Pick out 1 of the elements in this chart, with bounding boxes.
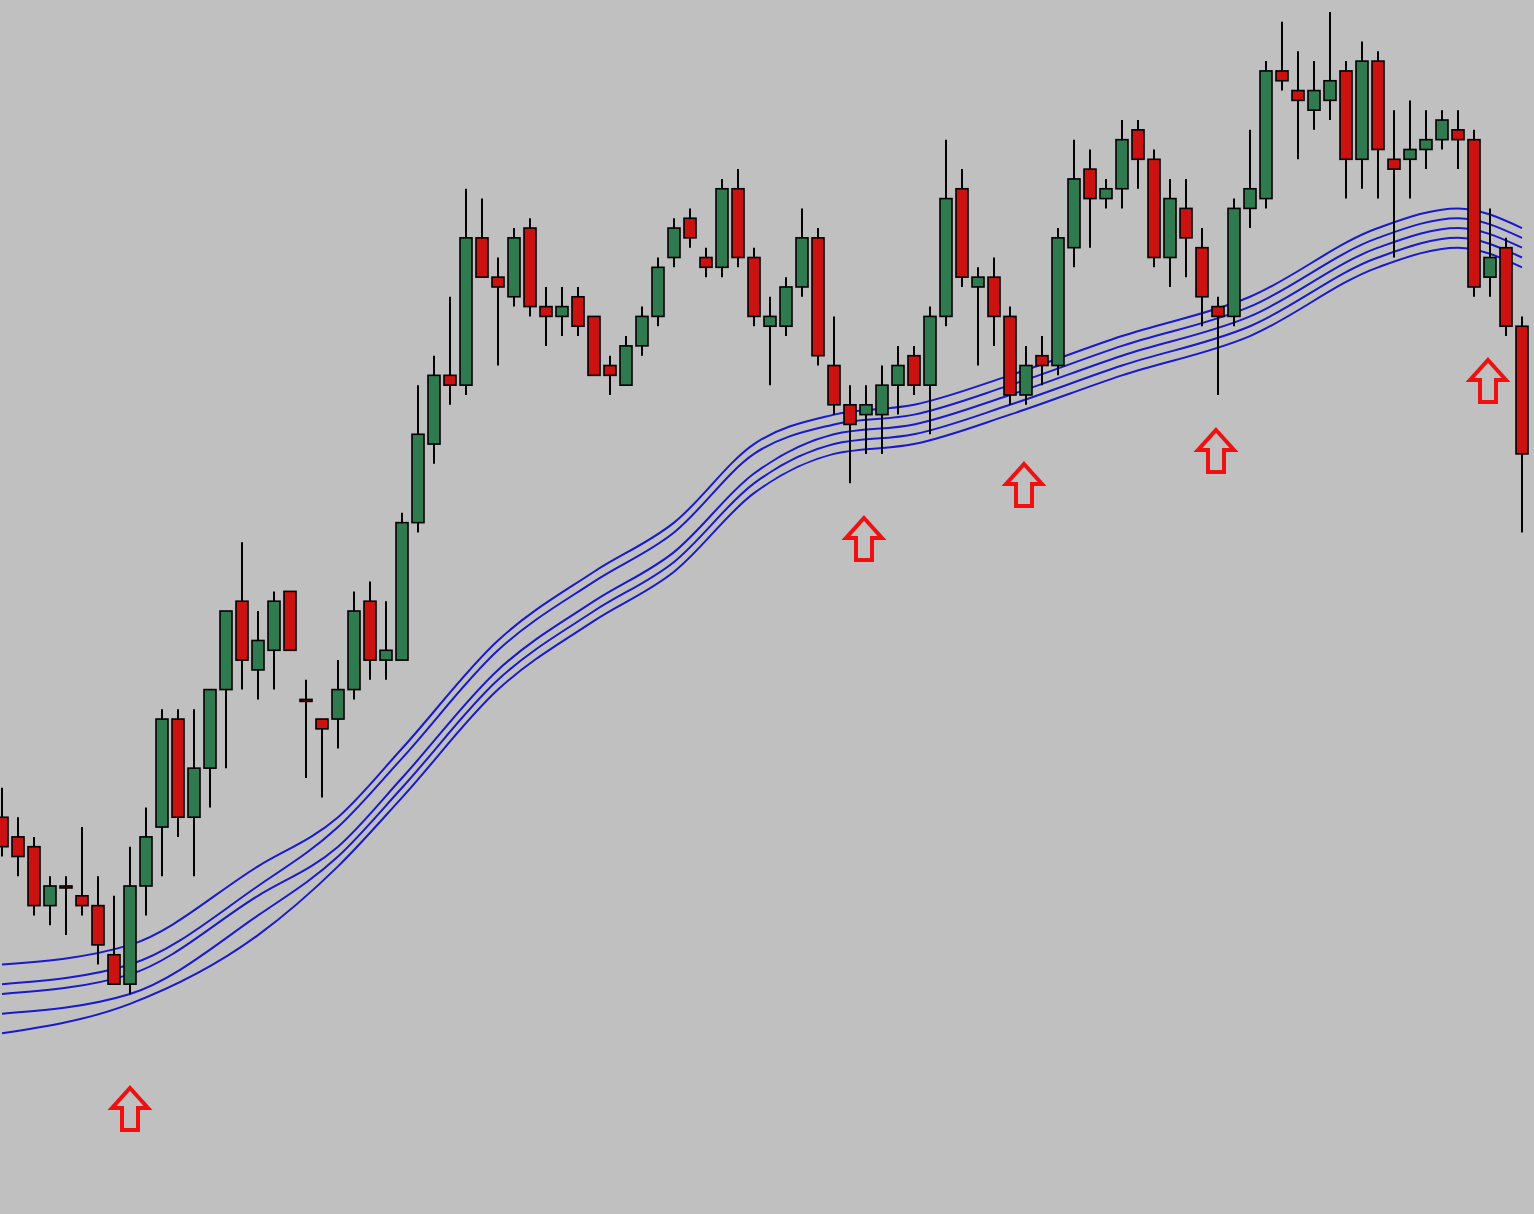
candlestick xyxy=(299,678,313,779)
